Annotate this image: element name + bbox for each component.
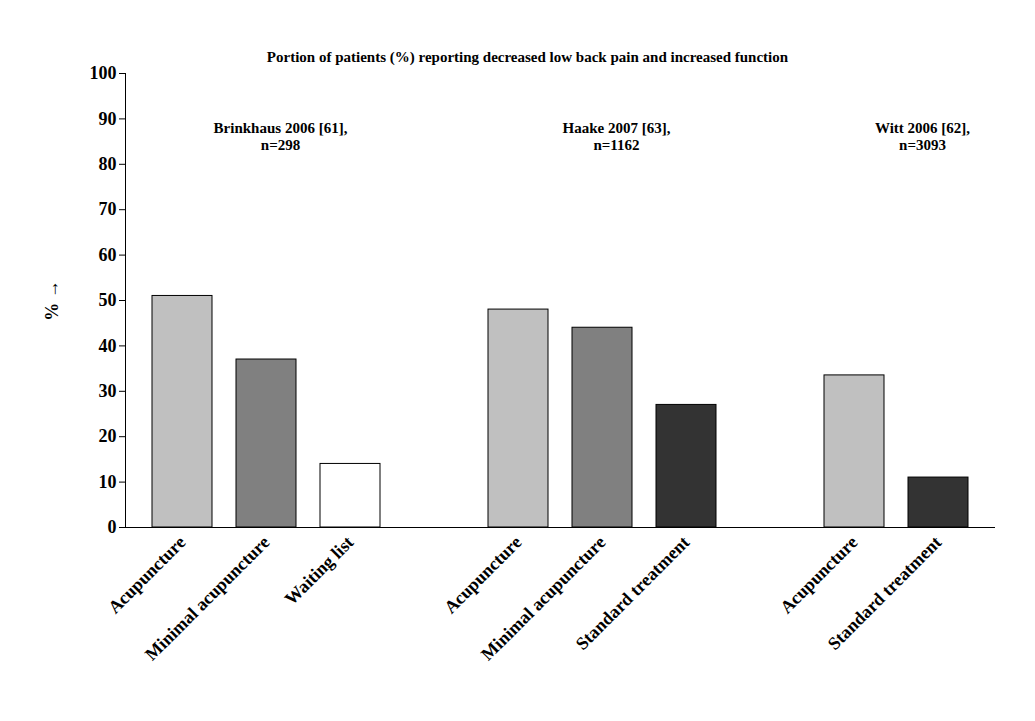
svg-text:Witt 2006 [62],n=3093: Witt 2006 [62],n=3093 (875, 120, 970, 153)
svg-text:50: 50 (99, 290, 117, 310)
svg-text:Standard treatment: Standard treatment (572, 532, 694, 654)
svg-text:Acupuncture: Acupuncture (776, 532, 861, 617)
svg-text:100: 100 (90, 66, 117, 83)
svg-text:80: 80 (99, 154, 117, 174)
svg-text:0: 0 (108, 517, 117, 537)
svg-text:10: 10 (99, 472, 117, 492)
svg-text:Acupuncture: Acupuncture (440, 532, 525, 617)
svg-text:90: 90 (99, 109, 117, 129)
svg-text:Waiting list: Waiting list (281, 532, 358, 609)
svg-text:30: 30 (99, 381, 117, 401)
svg-text:% →: % → (42, 280, 62, 321)
svg-text:Standard treatment: Standard treatment (824, 532, 946, 654)
svg-text:20: 20 (99, 426, 117, 446)
svg-text:Acupuncture: Acupuncture (104, 532, 189, 617)
svg-text:Haake 2007 [63],n=1162: Haake 2007 [63],n=1162 (563, 120, 671, 153)
html-text:Portion of patients (%) report: Portion of patients (%) reporting decrea… (266, 49, 789, 65)
svg-text:Minimal acupuncture: Minimal acupuncture (477, 532, 610, 665)
svg-text:70: 70 (99, 199, 117, 219)
svg-text:40: 40 (99, 336, 117, 356)
svg-text:Brinkhaus 2006 [61],n=298: Brinkhaus 2006 [61],n=298 (214, 120, 348, 153)
svg-text:60: 60 (99, 245, 117, 265)
svg-text:Minimal acupuncture: Minimal acupuncture (141, 532, 273, 664)
